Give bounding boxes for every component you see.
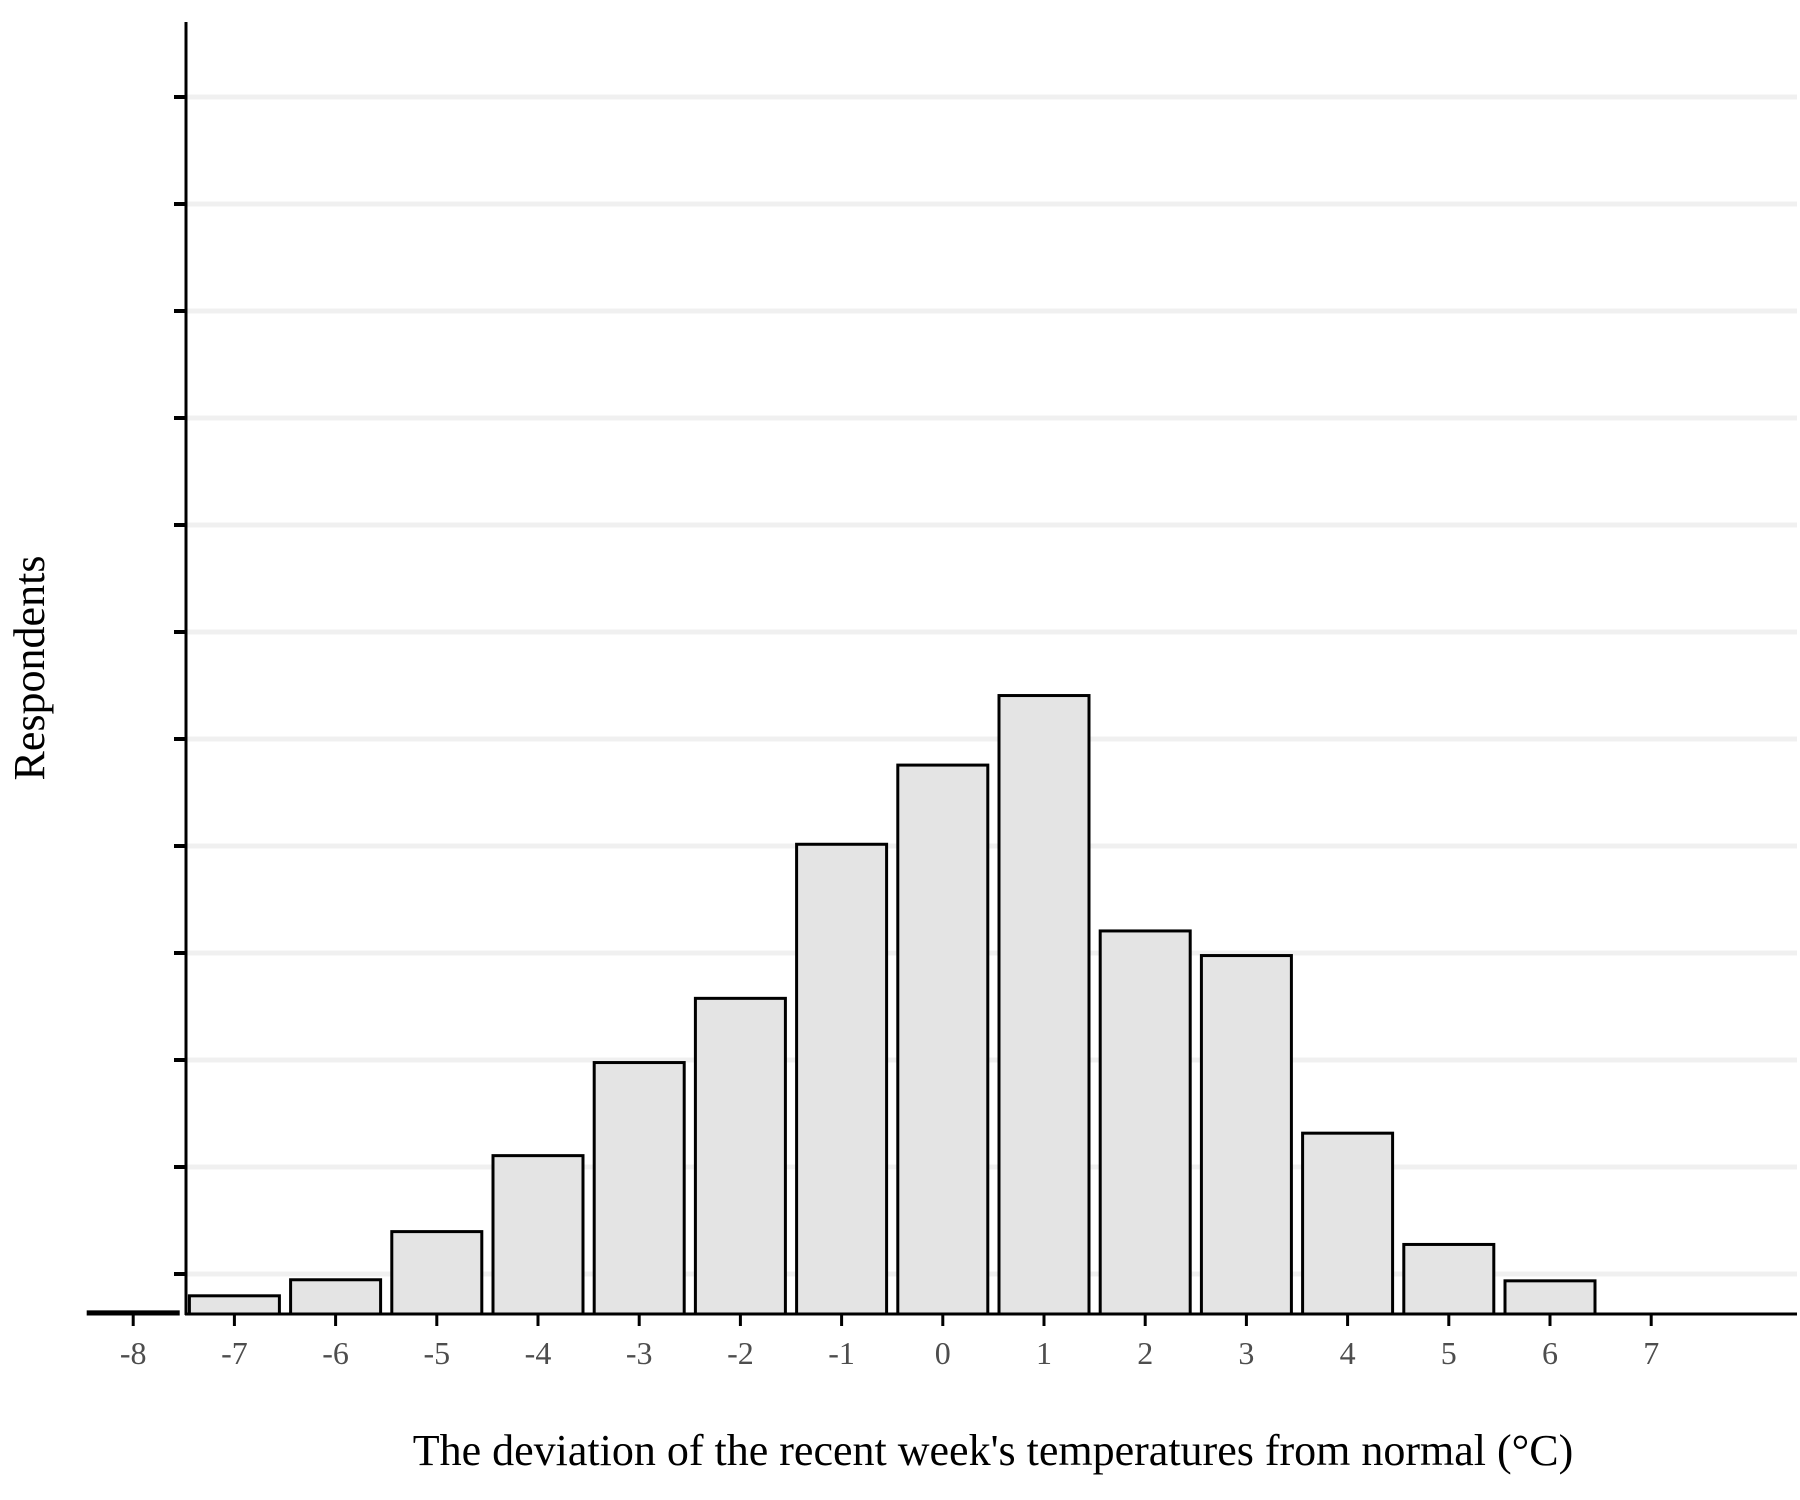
- histogram-bar: [390, 1230, 484, 1316]
- histogram-bar: [1098, 929, 1192, 1316]
- x-tick-label: 2: [1137, 1335, 1153, 1371]
- x-tick-label: 7: [1643, 1335, 1659, 1371]
- histogram-bar: [289, 1278, 383, 1316]
- x-tick-label: -3: [626, 1335, 653, 1371]
- x-tick-label: 6: [1542, 1335, 1558, 1371]
- histogram-bar: [997, 694, 1091, 1316]
- histogram-bar: [1503, 1279, 1597, 1316]
- bars: [86, 694, 1597, 1316]
- histogram-bar: [795, 842, 889, 1316]
- y-axis-title: Respondents: [5, 556, 54, 781]
- x-tick-label: -7: [221, 1335, 248, 1371]
- histogram-bar: [1402, 1242, 1496, 1316]
- histogram-bar: [491, 1154, 585, 1316]
- histogram-bar: [1301, 1131, 1395, 1316]
- histogram-bar: [693, 996, 787, 1316]
- histogram-bar: [1199, 954, 1293, 1316]
- x-tick-label: 1: [1036, 1335, 1052, 1371]
- histogram-bar: [896, 763, 990, 1316]
- histogram-bar: [187, 1294, 281, 1316]
- x-tick-label: -8: [120, 1335, 147, 1371]
- x-tick-label: 5: [1441, 1335, 1457, 1371]
- x-tick-label: -1: [828, 1335, 855, 1371]
- x-tick-label: -2: [727, 1335, 754, 1371]
- x-tick-label: -6: [322, 1335, 349, 1371]
- x-tick-label: -4: [525, 1335, 552, 1371]
- x-tick-label: 4: [1340, 1335, 1356, 1371]
- axes: [131, 22, 1797, 1326]
- x-tick-label: -5: [423, 1335, 450, 1371]
- x-axis-title: The deviation of the recent week's tempe…: [413, 1426, 1574, 1475]
- x-tick-label: 3: [1238, 1335, 1254, 1371]
- x-tick-label: 0: [935, 1335, 951, 1371]
- histogram-bar: [86, 1310, 180, 1316]
- grid-lines: [186, 94, 1797, 1277]
- histogram-bar: [592, 1061, 686, 1316]
- x-tick-labels: -8 -7 -6 -5 -4 -3 -2 -1 0 1 2 3 4 5 6 7: [120, 1335, 1659, 1371]
